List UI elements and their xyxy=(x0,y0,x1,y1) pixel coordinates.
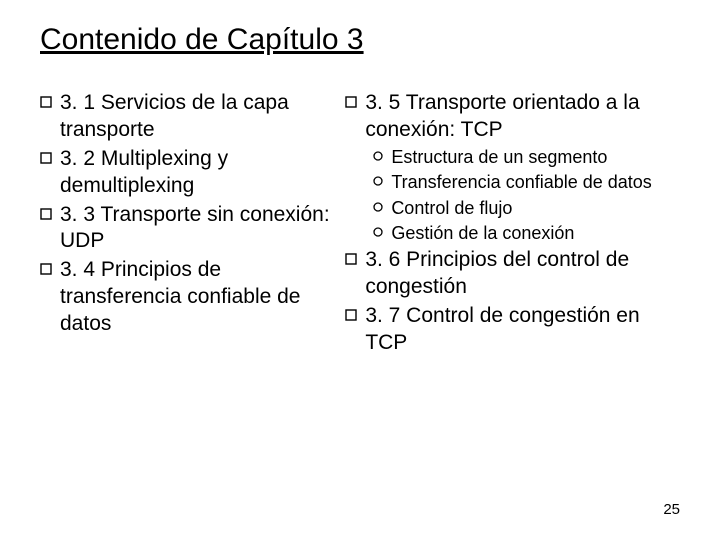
list-subitem: Estructura de un segmento xyxy=(373,146,680,169)
list-item-text: 3. 3 Transporte sin conexión: UDP xyxy=(60,202,335,256)
circle-bullet-icon xyxy=(373,151,391,161)
circle-bullet-icon xyxy=(373,176,391,186)
square-bullet-icon xyxy=(345,309,365,321)
list-item-text: 3. 5 Transporte orientado a la conexión:… xyxy=(365,90,680,144)
list-item: 3. 4 Principios de transferencia confiab… xyxy=(40,257,335,338)
square-bullet-icon xyxy=(40,152,60,164)
list-item: 3. 1 Servicios de la capa transporte xyxy=(40,90,335,144)
list-item-text: 3. 6 Principios del control de congestió… xyxy=(365,247,680,301)
square-bullet-icon xyxy=(40,263,60,275)
content-columns: 3. 1 Servicios de la capa transporte 3. … xyxy=(40,90,680,359)
list-item: 3. 5 Transporte orientado a la conexión:… xyxy=(345,90,680,144)
list-item: 3. 3 Transporte sin conexión: UDP xyxy=(40,202,335,256)
list-item-text: 3. 1 Servicios de la capa transporte xyxy=(60,90,335,144)
square-bullet-icon xyxy=(345,253,365,265)
list-item-text: 3. 4 Principios de transferencia confiab… xyxy=(60,257,335,338)
left-column: 3. 1 Servicios de la capa transporte 3. … xyxy=(40,90,335,359)
circle-bullet-icon xyxy=(373,227,391,237)
list-item: 3. 7 Control de congestión en TCP xyxy=(345,303,680,357)
list-subitem: Gestión de la conexión xyxy=(373,222,680,245)
slide-title: Contenido de Capítulo 3 xyxy=(40,22,680,58)
list-item: 3. 2 Multiplexing y demultiplexing xyxy=(40,146,335,200)
list-item-text: 3. 7 Control de congestión en TCP xyxy=(365,303,680,357)
list-item-text: 3. 2 Multiplexing y demultiplexing xyxy=(60,146,335,200)
list-subitem: Transferencia confiable de datos xyxy=(373,171,680,194)
list-subitem-text: Transferencia confiable de datos xyxy=(391,171,652,194)
list-item: 3. 6 Principios del control de congestió… xyxy=(345,247,680,301)
list-subitem: Control de flujo xyxy=(373,197,680,220)
square-bullet-icon xyxy=(40,96,60,108)
square-bullet-icon xyxy=(40,208,60,220)
circle-bullet-icon xyxy=(373,202,391,212)
right-column: 3. 5 Transporte orientado a la conexión:… xyxy=(345,90,680,359)
page-number: 25 xyxy=(663,501,680,518)
list-subitem-text: Estructura de un segmento xyxy=(391,146,607,169)
list-subitem-text: Control de flujo xyxy=(391,197,512,220)
list-subitem-text: Gestión de la conexión xyxy=(391,222,574,245)
square-bullet-icon xyxy=(345,96,365,108)
